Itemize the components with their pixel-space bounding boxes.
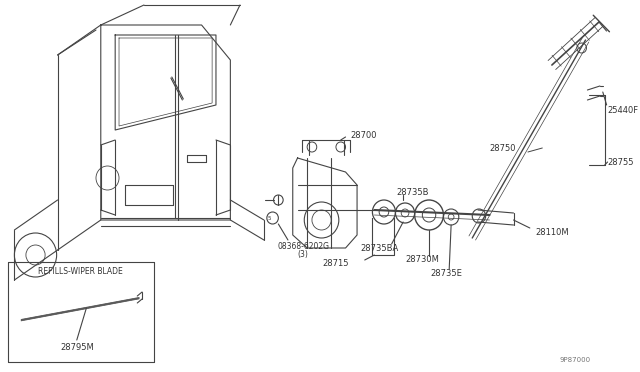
- Text: (3): (3): [298, 250, 308, 260]
- Text: 5: 5: [268, 215, 271, 221]
- Text: 28700: 28700: [350, 131, 377, 140]
- Text: 28730M: 28730M: [405, 256, 439, 264]
- Text: 28750: 28750: [490, 144, 516, 153]
- Text: 28110M: 28110M: [536, 228, 569, 237]
- Text: 9P87000: 9P87000: [559, 357, 590, 363]
- Text: 28715: 28715: [323, 259, 349, 267]
- Text: 08368-6202G: 08368-6202G: [277, 241, 330, 250]
- Text: 28735BA: 28735BA: [360, 244, 398, 253]
- Text: 25440F: 25440F: [607, 106, 639, 115]
- Text: 28755: 28755: [607, 157, 634, 167]
- Text: 28735B: 28735B: [397, 187, 429, 196]
- Text: 28795M: 28795M: [60, 343, 93, 353]
- Text: 28735E: 28735E: [430, 269, 462, 278]
- Text: REFILLS-WIPER BLADE: REFILLS-WIPER BLADE: [38, 267, 123, 276]
